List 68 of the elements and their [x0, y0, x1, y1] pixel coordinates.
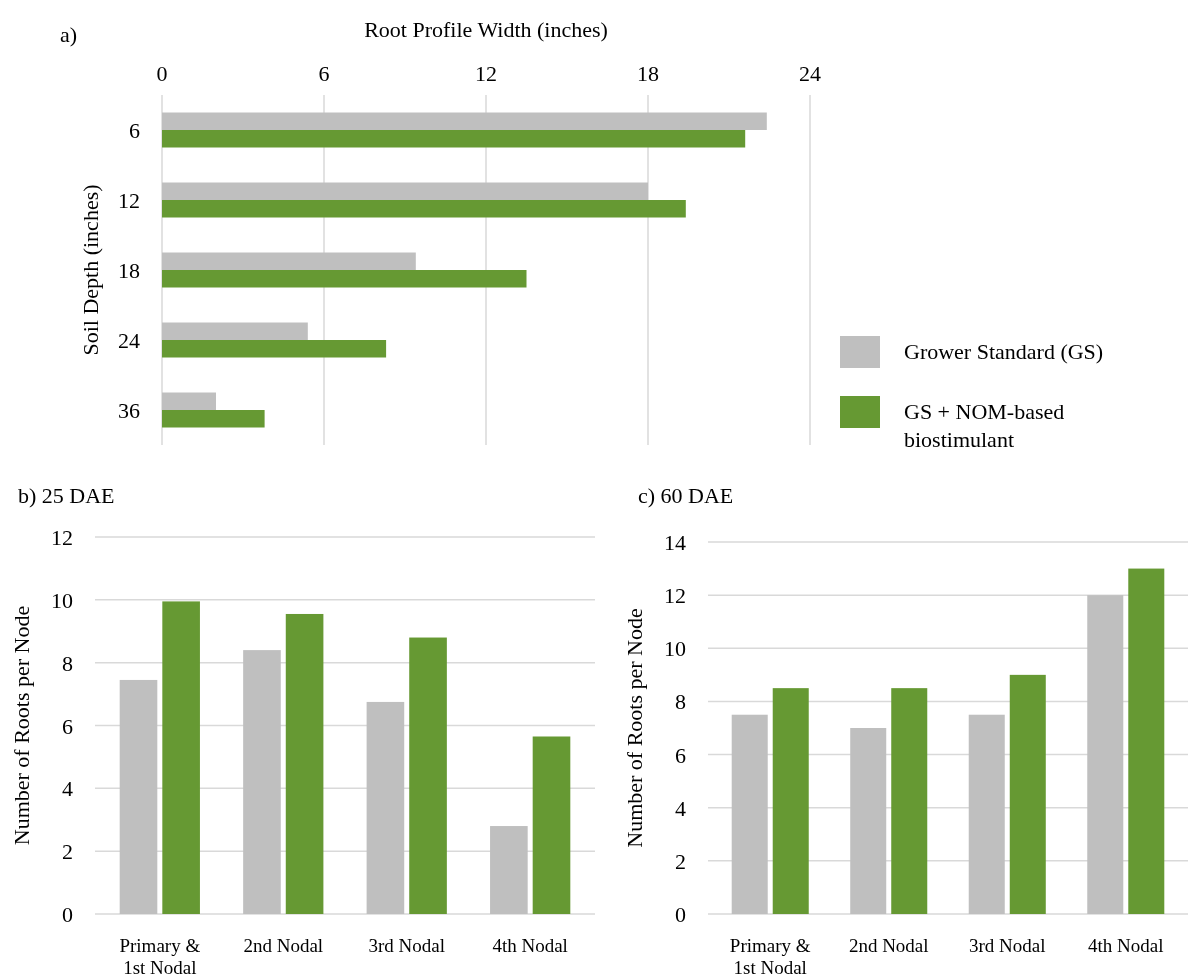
y-tick-label: 6 — [675, 742, 686, 768]
bar — [162, 112, 767, 130]
x-tick-label: 3rd Nodal — [368, 935, 445, 956]
x-tick-label: 24 — [799, 61, 821, 86]
x-tick-label: 2nd Nodal — [848, 935, 929, 956]
bar — [1009, 674, 1046, 914]
y-tick-label: 4 — [62, 776, 73, 802]
y-tick-label: 12 — [664, 583, 686, 609]
legend-label: GS + NOM-based biostimulant — [904, 399, 1065, 452]
bar — [1087, 595, 1124, 914]
bar — [243, 650, 281, 914]
bar — [490, 826, 528, 914]
x-tick-label: 18 — [637, 61, 659, 86]
bar — [772, 688, 809, 914]
bar — [162, 182, 648, 200]
x-tick-label: 4th Nodal — [492, 935, 568, 956]
bar — [731, 714, 768, 914]
x-tick-label: Primary & 1st Nodal — [119, 935, 201, 978]
y-tick-label: 0 — [62, 902, 73, 927]
y-tick-label: 24 — [118, 328, 140, 353]
y-axis-title: Number of Roots per Node — [9, 605, 34, 846]
y-tick-label: 6 — [62, 713, 73, 739]
chart-title: b) 25 DAE — [18, 483, 115, 508]
y-tick-label: 18 — [118, 258, 140, 283]
y-tick-label: 2 — [62, 839, 73, 865]
x-tick-label: 4th Nodal — [1088, 935, 1164, 956]
bar — [285, 613, 324, 914]
bar — [162, 340, 387, 358]
bar — [162, 601, 200, 914]
bar — [119, 679, 158, 914]
legend-label: Grower Standard (GS) — [904, 339, 1104, 364]
y-axis-title: Soil Depth (inches) — [78, 184, 103, 356]
y-tick-label: 10 — [664, 636, 686, 662]
y-tick-label: 14 — [664, 530, 686, 555]
y-tick-label: 2 — [675, 848, 686, 874]
y-tick-label: 8 — [62, 650, 73, 676]
bar — [891, 688, 928, 914]
bar — [850, 728, 887, 914]
x-tick-label: 3rd Nodal — [969, 935, 1046, 956]
x-tick-label: Primary & 1st Nodal — [729, 935, 811, 978]
bar — [366, 701, 405, 914]
x-tick-label: 0 — [156, 61, 168, 86]
bar — [162, 130, 746, 148]
x-tick-label: 6 — [318, 61, 330, 86]
y-tick-label: 36 — [118, 398, 140, 423]
x-axis-title: Root Profile Width (inches) — [364, 17, 608, 42]
bar — [162, 322, 308, 340]
y-tick-label: 12 — [51, 525, 73, 550]
bar — [162, 392, 216, 410]
bar — [162, 410, 265, 428]
y-tick-label: 8 — [675, 689, 686, 715]
y-tick-label: 10 — [51, 587, 73, 613]
bar — [162, 200, 686, 218]
y-tick-label: 0 — [675, 902, 686, 927]
x-tick-label: 12 — [475, 61, 497, 86]
y-tick-label: 6 — [129, 118, 140, 143]
y-tick-label: 12 — [118, 188, 140, 213]
x-tick-label: 2nd Nodal — [243, 935, 324, 956]
bar — [968, 714, 1005, 914]
chart-title: a) — [60, 22, 78, 47]
bar — [1128, 568, 1165, 914]
bar — [409, 637, 447, 914]
y-axis-title: Number of Roots per Node — [622, 608, 647, 848]
chart-title: c) 60 DAE — [638, 483, 734, 508]
y-tick-label: 4 — [675, 795, 686, 821]
bar — [162, 252, 416, 270]
bar — [532, 736, 571, 914]
bar — [162, 270, 527, 288]
